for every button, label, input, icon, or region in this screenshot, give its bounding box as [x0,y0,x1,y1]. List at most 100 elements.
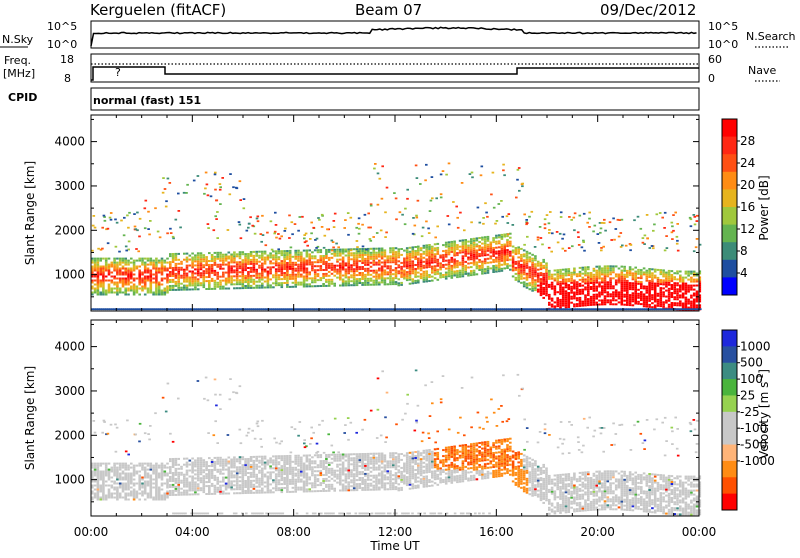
range-cell [186,261,189,263]
range-cell [414,268,417,270]
range-cell [358,233,361,235]
range-cell [253,470,256,472]
range-cell [169,476,172,478]
range-cell [186,287,189,289]
range-cell [476,239,479,241]
range-cell [459,240,462,242]
range-cell [326,228,329,230]
range-cell [200,457,203,459]
range-cell [395,247,398,249]
colorbar-swatch [722,137,737,155]
range-cell [406,253,409,255]
range-cell [211,477,214,479]
range-cell [141,463,144,465]
range-cell [281,491,284,493]
range-cell [194,493,197,495]
range-cell [289,479,292,481]
range-cell [648,284,651,286]
range-cell [317,275,320,277]
range-cell [119,475,122,477]
range-cell [133,465,136,467]
range-cell [375,284,378,286]
range-cell [560,216,563,218]
range-cell [175,275,178,277]
range-cell [219,473,222,475]
range-cell [150,491,153,493]
range-cell [158,499,161,501]
range-cell [211,256,214,258]
range-cell [398,266,401,268]
range-cell [395,269,398,271]
range-cell [180,488,183,490]
range-cell [323,247,326,249]
range-cell [565,270,568,272]
range-cell [665,235,668,237]
range-cell [588,226,591,228]
range-cell [269,278,272,280]
range-cell [292,487,295,489]
range-cell [253,462,256,464]
range-cell [200,282,203,284]
range-cell [347,212,350,214]
range-cell [342,283,345,285]
range-cell [292,286,295,288]
range-cell [230,465,233,467]
range-cell [445,278,448,280]
range-cell [582,293,585,295]
range-cell [593,278,596,280]
range-cell [425,272,428,274]
range-cell [350,258,353,260]
range-cell [582,241,585,243]
range-cell [127,288,130,290]
range-cell [423,275,426,277]
range-cell [459,276,462,278]
range-cell [133,278,136,280]
range-cell [339,285,342,287]
range-cell [437,253,440,255]
range-cell [113,497,116,499]
range-cell [264,263,267,265]
range-cell [554,285,557,287]
range-cell [130,487,133,489]
range-cell [94,270,97,272]
range-cell [311,269,314,271]
range-cell [676,243,679,245]
range-cell [442,258,445,260]
range-cell [654,299,657,301]
range-cell [325,251,328,253]
range-cell [233,464,236,466]
range-cell [632,274,635,276]
range-cell [191,487,194,489]
range-cell [283,469,286,471]
range-cell [197,457,200,459]
range-cell [155,481,158,483]
range-cell [604,297,607,299]
range-cell [621,276,624,278]
range-cell [99,463,102,465]
range-cell [345,272,348,274]
range-cell [286,455,289,457]
range-cell [274,231,277,233]
range-cell [369,238,372,240]
range-cell [283,268,286,270]
range-cell [286,477,289,479]
range-cell [94,292,97,294]
range-cell [579,267,582,269]
range-cell [225,282,228,284]
range-cell [127,260,130,262]
range-cell [147,469,150,471]
range-cell [242,490,245,492]
range-cell [459,272,462,274]
range-cell [111,290,114,292]
range-cell [281,254,284,256]
range-cell [189,285,192,287]
range-cell [247,271,250,273]
range-cell [303,276,306,278]
range-cell [587,298,590,300]
range-cell [598,294,601,296]
range-cell [138,274,141,276]
range-cell [197,477,200,479]
range-cell [219,457,222,459]
range-cell [133,264,136,266]
range-cell [664,212,667,214]
